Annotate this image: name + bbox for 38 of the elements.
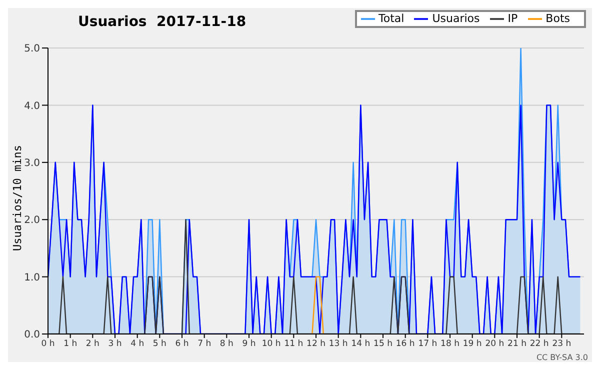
y-tick-label: 5.0 — [24, 44, 40, 55]
x-tick-label: 7 h — [198, 339, 212, 350]
x-tick-label: 18 h — [440, 339, 460, 350]
x-tick-label: 15 h — [374, 339, 392, 350]
chart-title: Usuarios 2017-11-18 — [78, 14, 246, 30]
y-tick-label: 3.0 — [24, 158, 40, 169]
x-tick-label: 11 h — [284, 339, 304, 350]
legend-label: Usuarios — [432, 12, 480, 26]
y-tick-label: 2.0 — [24, 215, 40, 226]
x-tick-label: 22 h — [530, 339, 549, 350]
text: CC BY-SA 3.0 — [536, 353, 588, 362]
x-tick-label: 13 h — [328, 339, 348, 350]
x-tick-label: 17 h — [418, 339, 438, 350]
x-tick-label: 6 h — [175, 339, 189, 350]
x-tick-label: 21 h — [508, 339, 526, 350]
x-tick-label: 2 h — [86, 339, 100, 350]
x-tick-label: 8 h — [220, 339, 234, 350]
y-tick-label: 4.0 — [24, 100, 40, 112]
x-tick-label: 19 h — [462, 339, 482, 350]
y-tick-label: 1.0 — [24, 272, 40, 284]
x-tick-label: 16 h — [396, 339, 415, 350]
x-tick-label: 9 h — [242, 339, 256, 350]
x-tick-label: 0 h — [41, 339, 55, 350]
x-tick-label: 4 h — [130, 339, 144, 350]
line-series — [48, 104, 581, 334]
x-tick-label: 1 h — [64, 339, 78, 350]
x-tick-label: 12 h — [306, 339, 326, 350]
legend-label: Bots — [546, 12, 570, 26]
x-tick-label: 20 h — [485, 339, 504, 350]
x-tick-label: 5 h — [152, 339, 166, 350]
y-axis-title: Usuarios/10 mins — [10, 145, 24, 252]
legend-label: Total — [378, 12, 404, 26]
x-tick-label: 23 h — [552, 339, 572, 350]
y-tick-label: 0.0 — [24, 330, 40, 341]
x-tick-label: 10 h — [262, 339, 281, 350]
x-tick-label: 3 h — [108, 339, 122, 350]
legend-label: IP — [508, 12, 518, 26]
x-tick-label: 14 h — [351, 339, 370, 350]
